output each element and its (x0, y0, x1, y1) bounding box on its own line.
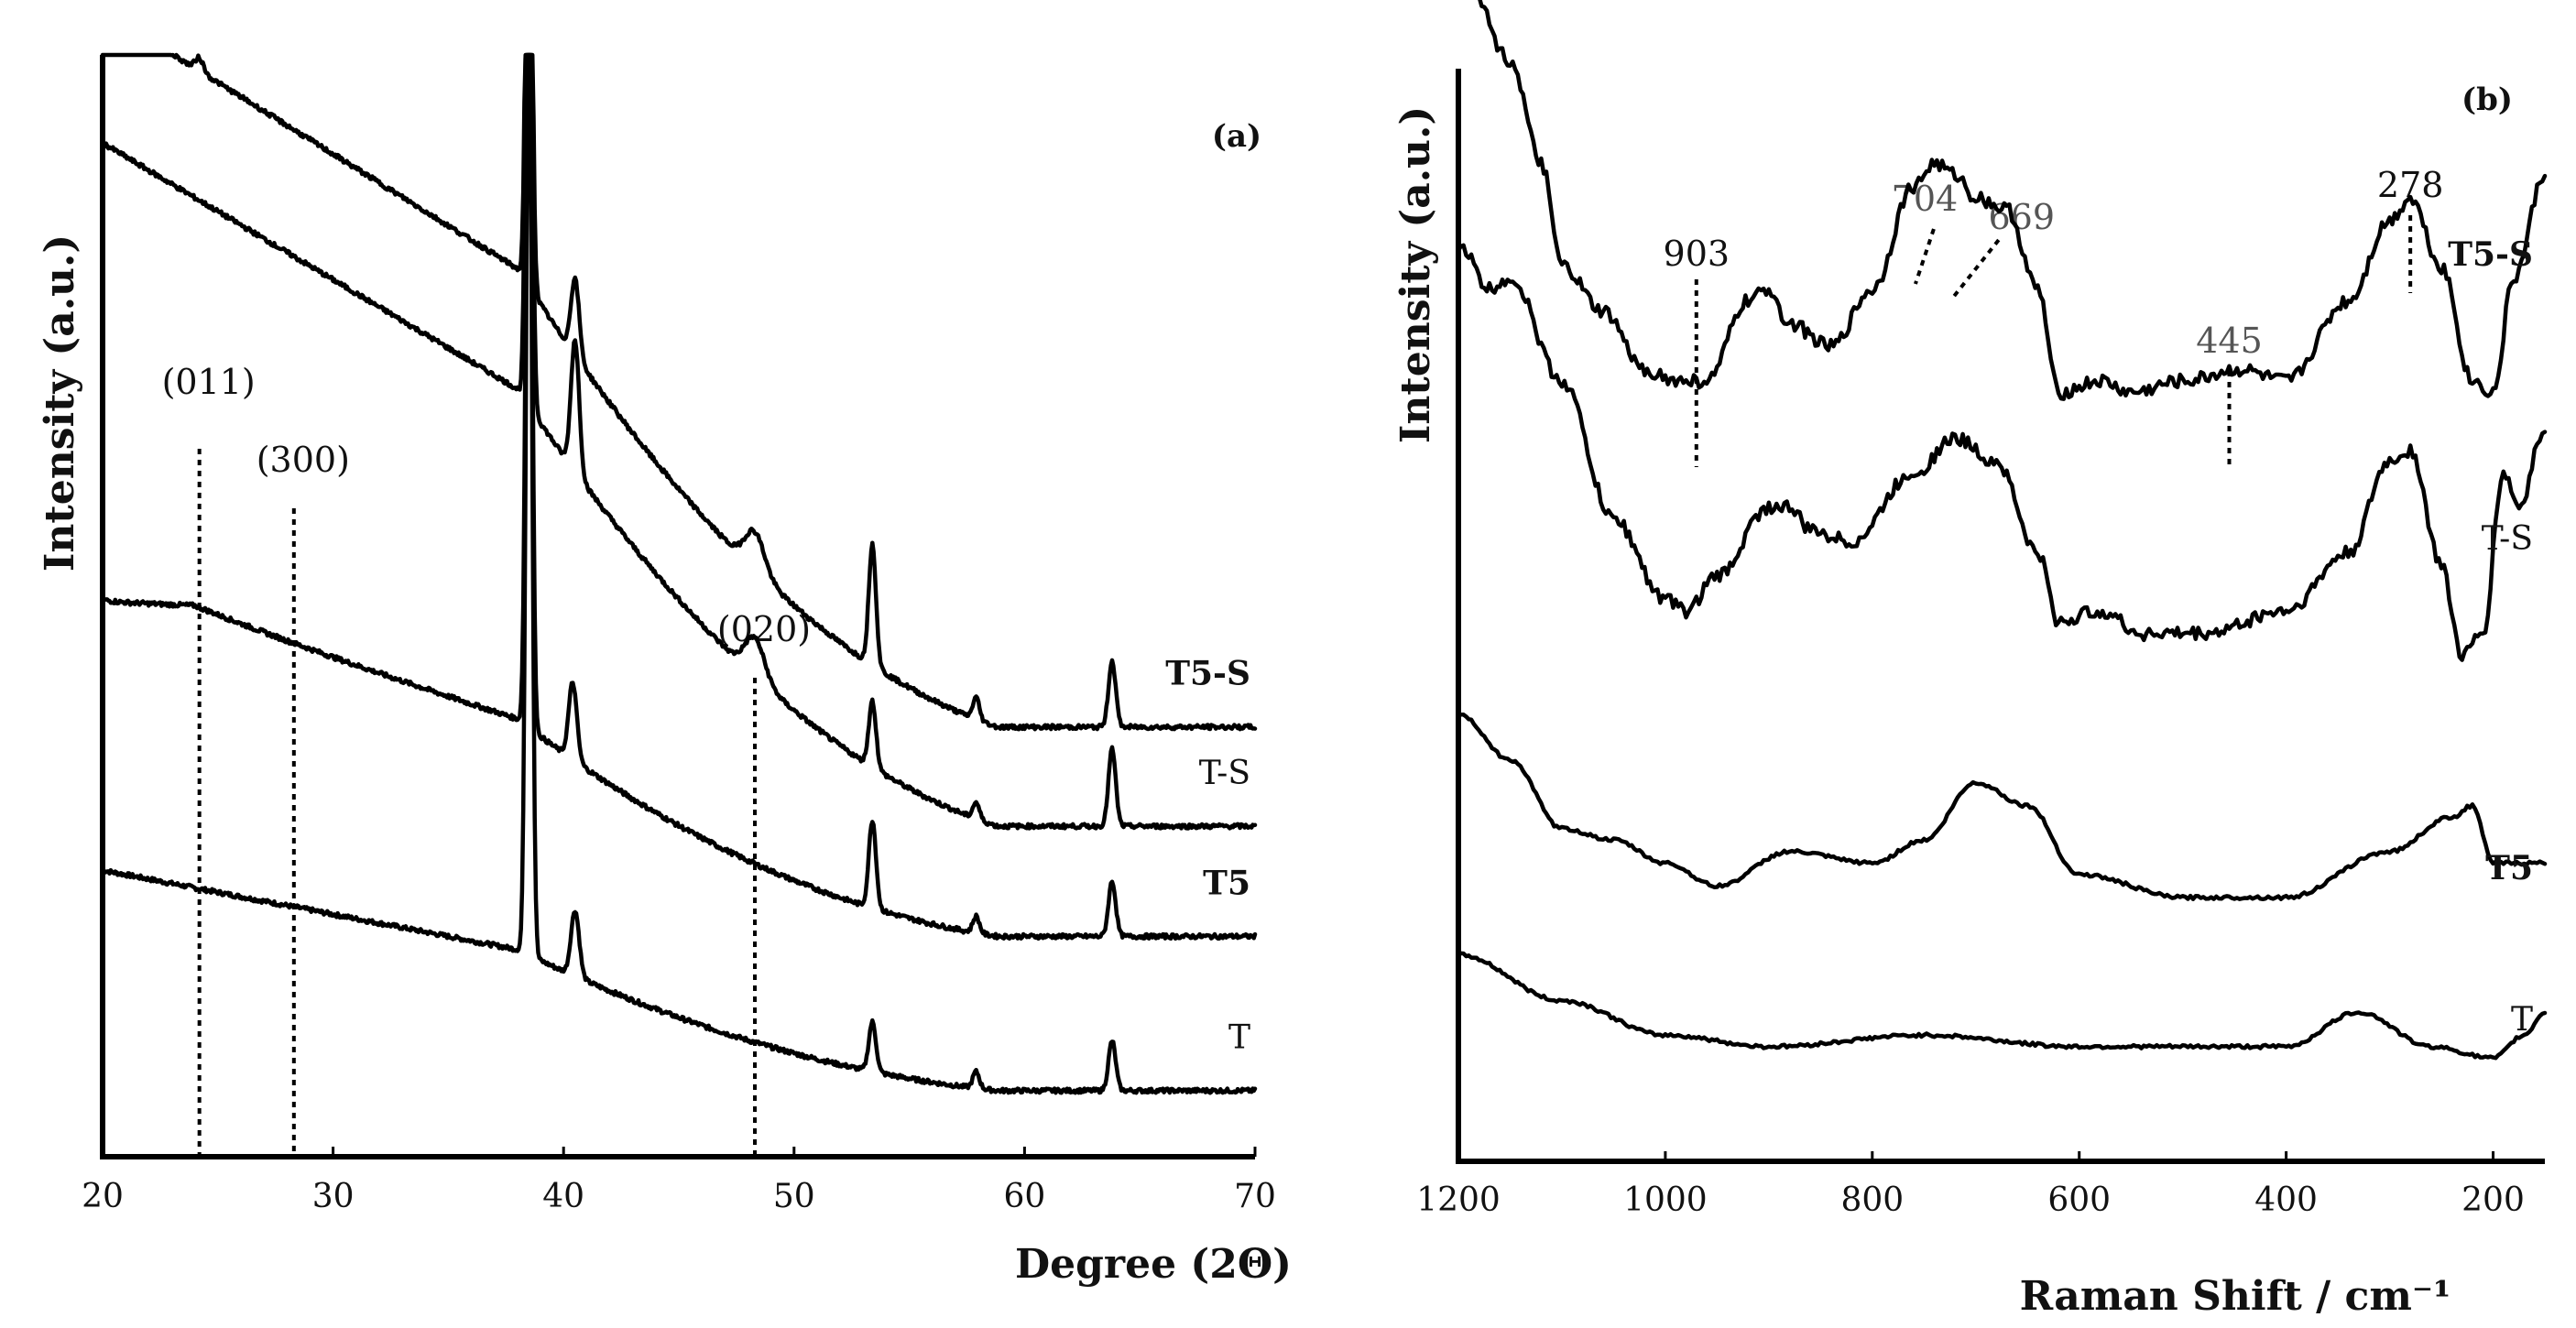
series-line-t (100, 52, 1258, 1095)
series-line-t5-s (1478, 0, 2548, 401)
annotation-669: 669 (1988, 197, 2055, 237)
marker-669 (1951, 238, 2001, 299)
panel-a-ticks: 20 30 40 50 60 70 (82, 1147, 1276, 1215)
panel-a-labels: T T5 T-S T5-S (1165, 655, 1250, 1057)
series-label-t5: T5 (2485, 849, 2533, 887)
series-label-t5-s: T5-S (2448, 235, 2533, 274)
panel-b-y-label: Intensity (a.u.) (1392, 106, 1439, 443)
panel-b-curves (1456, 0, 2548, 1061)
x-tick-label-60: 60 (1003, 1178, 1045, 1215)
panel-a-x-label: Degree (2Θ) (1015, 1241, 1292, 1288)
panel-b-x-label: Raman Shift / cm⁻¹ (2020, 1273, 2451, 1320)
x-tick-label-50: 50 (773, 1178, 815, 1215)
marker-704 (1914, 228, 1936, 285)
panel-a-curves (100, 52, 1258, 1095)
panel-b-ticks: 1200 1000 800 600 400 200 (1416, 1151, 2525, 1219)
series-label-t5: T5 (1203, 864, 1250, 902)
x-tick-label-800: 800 (1840, 1181, 1904, 1219)
series-line-t5 (100, 52, 1258, 942)
annotation-704: 704 (1892, 179, 1959, 219)
series-line-t (1456, 951, 2548, 1061)
x-tick-label-1200: 1200 (1416, 1181, 1501, 1219)
x-tick-label-1000: 1000 (1623, 1181, 1708, 1219)
annotation-020: (020) (717, 609, 811, 649)
panel-a-title: (a) (1212, 118, 1261, 155)
x-tick-label-70: 70 (1234, 1178, 1276, 1215)
series-label-t: T (1228, 1019, 1250, 1057)
series-label-t-s: T-S (2482, 520, 2533, 558)
x-tick-label-400: 400 (2254, 1181, 2318, 1219)
series-line-t5 (1456, 712, 2548, 902)
x-tick-label-200: 200 (2461, 1181, 2525, 1219)
series-line-t-s (1456, 243, 2548, 662)
annotation-903: 903 (1664, 234, 1730, 274)
series-label-t-s: T-S (1199, 755, 1250, 792)
x-tick-label-600: 600 (2047, 1181, 2111, 1219)
annotation-445: 445 (2196, 321, 2263, 361)
series-label-t: T (2511, 1001, 2533, 1039)
x-tick-label-30: 30 (312, 1178, 355, 1215)
series-line-t-s (100, 52, 1258, 831)
panel-a-y-label: Intensity (a.u.) (37, 234, 83, 571)
panel-b-labels: T T5 T-S T5-S (2448, 235, 2533, 1039)
panel-b-title: (b) (2461, 82, 2513, 118)
x-tick-label-40: 40 (542, 1178, 584, 1215)
annotation-300: (300) (257, 440, 350, 480)
panel-a-xrd: 20 30 40 50 60 70 (011)(300)(020) TT5T-ST5-S … (37, 52, 1292, 1288)
panel-a-markers: (011)(300) (020) (162, 362, 811, 1156)
annotation-011: (011) (162, 362, 256, 402)
series-line-t5-s (100, 52, 1258, 732)
x-tick-label-20: 20 (82, 1178, 124, 1215)
series-label-t5-s: T5-S (1165, 655, 1250, 693)
